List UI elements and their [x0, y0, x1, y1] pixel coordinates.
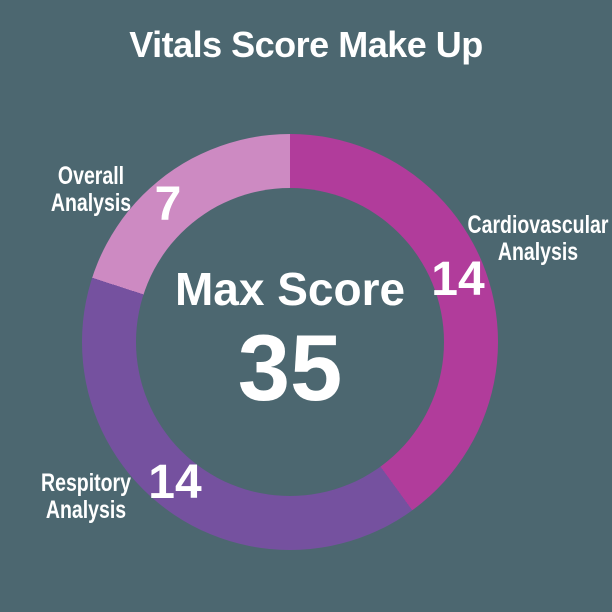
chart-title: Vitals Score Make Up [129, 24, 483, 65]
donut-chart: Max Score 35 [82, 134, 498, 550]
segment-value-respitory: 14 [148, 456, 202, 509]
donut-hole [136, 188, 444, 496]
segment-label-respitory: Respitory Analysis [41, 469, 131, 524]
donut-center-value: 35 [237, 315, 343, 420]
segment-label-overall: Overall Analysis [50, 162, 132, 217]
segment-value-overall: 7 [154, 178, 182, 231]
segment-label-cardiovascular: Cardiovascular Analysis [467, 211, 609, 266]
segment-value-cardiovascular: 14 [431, 253, 485, 306]
donut-center-label: Max Score [174, 263, 406, 315]
